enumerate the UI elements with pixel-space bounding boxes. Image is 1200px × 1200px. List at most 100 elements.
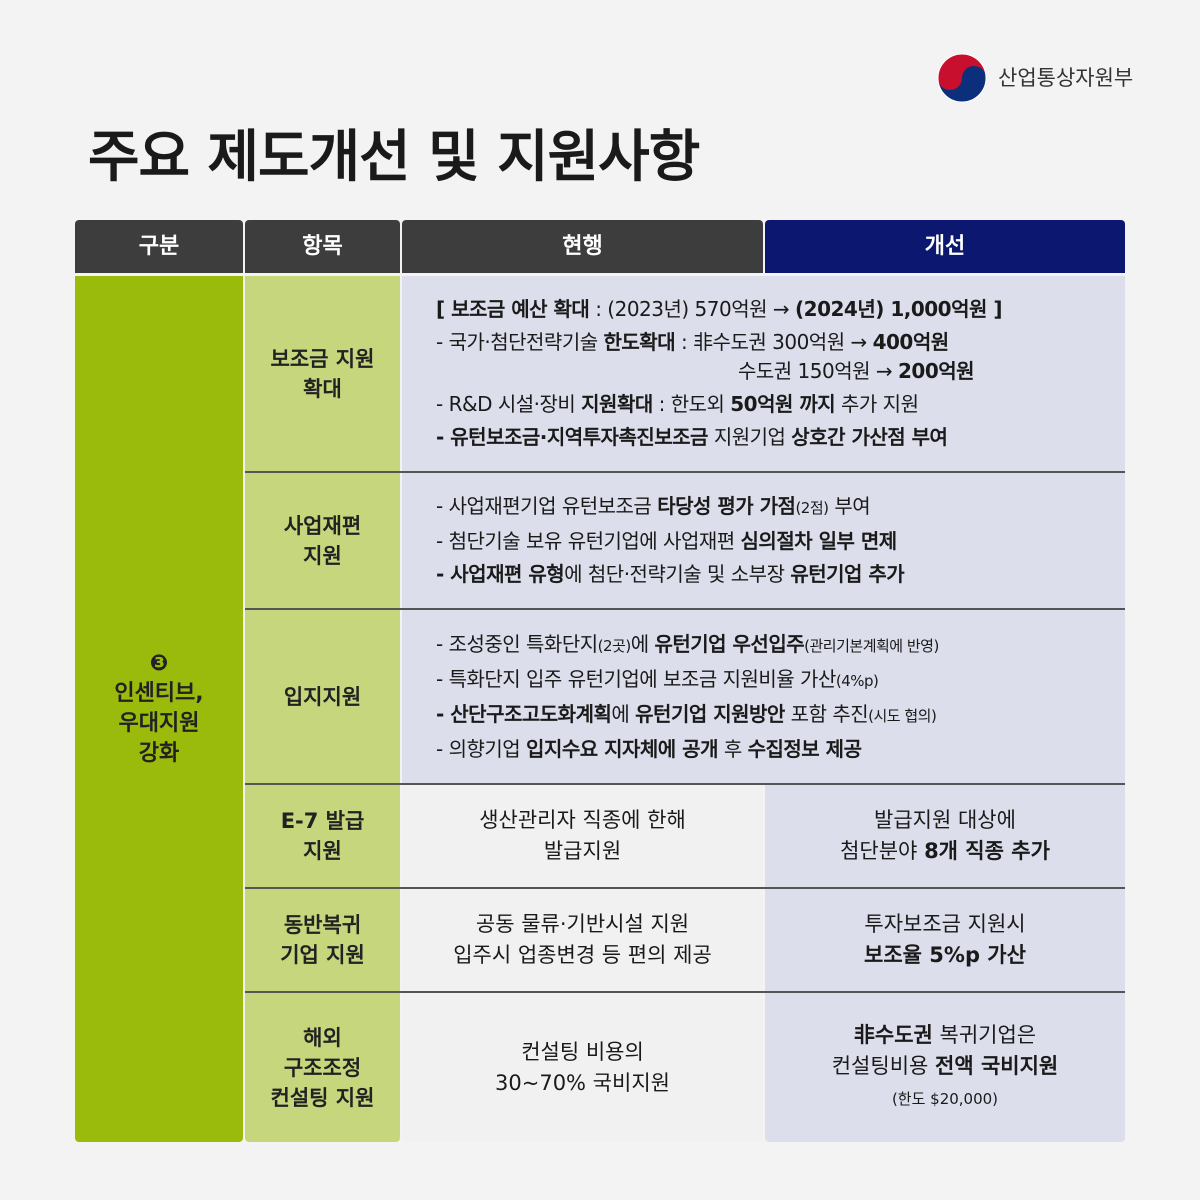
improved-cell: 발급지원 대상에 첨단분야 8개 직종 추가 [765, 785, 1125, 887]
merged-cell: - 조성중인 특화단지(2곳)에 유턴기업 우선입주(관리기본계획에 반영) - … [402, 610, 1125, 783]
text-line: - 첨단기술 보유 유턴기업에 사업재편 심의절차 일부 면제 [436, 525, 897, 558]
item-cell: 사업재편 지원 [245, 473, 400, 608]
improved-cell: 非수도권 복귀기업은 컨설팅비용 전액 국비지원 (한도 $20,000) [765, 993, 1125, 1142]
text-line: - 사업재편 유형에 첨단·전략기술 및 소부장 유턴기업 추가 [436, 558, 905, 591]
text-line: - R&D 시설·장비 지원확대 : 한도외 50억원 까지 추가 지원 [436, 388, 919, 421]
text-line: 컨설팅 비용의 [521, 1037, 644, 1068]
column-header: 개선 [765, 220, 1125, 273]
text-line: 컨설팅비용 전액 국비지원 [832, 1051, 1059, 1082]
text-line: - 조성중인 특화단지(2곳)에 유턴기업 우선입주(관리기본계획에 반영) [436, 628, 939, 663]
text-segment: 컨설팅 비용의 [521, 1039, 644, 1064]
text-segment: - 조성중인 특화단지 [436, 631, 598, 656]
text-segment: 8개 직종 추가 [924, 839, 1050, 863]
text-line: - 산단구조고도화계획에 유턴기업 지원방안 포함 추진(시도 협의) [436, 698, 937, 733]
text-segment: 생산관리자 직종에 한해 [479, 808, 686, 832]
text-segment: 컨설팅비용 [831, 1054, 936, 1078]
text-line: 생산관리자 직종에 한해 [479, 805, 686, 836]
merged-cell: [ 보조금 예산 확대 : (2023년) 570억원 → (2024년) 1,… [402, 276, 1125, 471]
text-line: 수도권 150억원 → 200억원 [436, 355, 975, 388]
text-segment: 타당성 평가 가점 [657, 494, 796, 518]
text-segment: 에 [611, 701, 636, 726]
text-segment: 포함 추진 [784, 701, 869, 726]
text-segment: (시도 협의) [868, 706, 937, 725]
text-segment: (4%p) [835, 671, 879, 690]
text-line: - 유턴보조금·지역투자촉진보조금 지원기업 상호간 가산점 부여 [436, 421, 948, 454]
text-segment: 지원기업 [707, 425, 792, 449]
row-divider [245, 887, 1125, 889]
item-label: 지원 [303, 543, 342, 568]
text-segment: [ 보조금 예산 확대 [436, 297, 590, 321]
row-divider [245, 608, 1125, 610]
text-segment: 30~70% 국비지원 [495, 1070, 670, 1095]
text-segment: 수도권 150억원 → [738, 359, 899, 383]
row-divider [245, 991, 1125, 993]
text-segment: 非수도권 [853, 1023, 933, 1047]
text-segment: 추가 지원 [835, 392, 919, 416]
text-line: 입주시 업종변경 등 편의 제공 [453, 940, 712, 971]
text-segment: 보조율 5%p 가산 [864, 943, 1026, 967]
text-segment: - 첨단기술 보유 유턴기업에 사업재편 [436, 529, 741, 553]
ministry: 산업통상자원부 [998, 66, 1134, 90]
text-segment: 에 [630, 631, 655, 656]
logo [937, 53, 987, 103]
text-segment: 지원확대 [581, 392, 653, 416]
text-segment: (관리기본계획에 반영) [804, 636, 939, 655]
item-label: 구조조정 [283, 1055, 362, 1080]
text-segment: 한도확대 [603, 330, 676, 354]
item-label: 기업 지원 [280, 943, 365, 967]
text-segment: : 非수도권 300억원 → [675, 330, 873, 354]
text-segment: 50억원 까지 [730, 392, 836, 416]
text-segment: 400억원 [872, 330, 950, 354]
text-segment: 수집정보 제공 [747, 736, 862, 761]
text-segment: - 특화단지 입주 유턴기업에 보조금 지원비율 가산 [436, 666, 836, 691]
text-line: [ 보조금 예산 확대 : (2023년) 570억원 → (2024년) 1,… [436, 293, 1002, 326]
item-label: 지원 [303, 839, 342, 863]
text-line: 투자보조금 지원시 [864, 909, 1025, 940]
text-segment: 투자보조금 지원시 [864, 912, 1026, 936]
row-divider [245, 471, 1125, 473]
column-header: 항목 [245, 220, 400, 273]
row-divider [245, 783, 1125, 785]
item-label: 보조금 지원 [270, 346, 375, 371]
item-label: 컨설팅 지원 [270, 1085, 375, 1110]
item-label: E-7 발급 [280, 809, 365, 833]
text-segment: - 사업재편기업 유턴보조금 [436, 494, 658, 518]
text-segment: (한도 $20,000) [891, 1090, 999, 1108]
text-segment: (2024년) 1,000억원 ] [795, 297, 1002, 321]
text-segment: 전액 국비지원 [935, 1054, 1059, 1078]
text-segment: 후 [717, 736, 748, 761]
text-segment: 발급지원 [543, 839, 622, 863]
title: 주요 제도개선 및 지원사항 [88, 125, 700, 190]
category-number: ❸ [149, 651, 169, 676]
item-label: 확대 [303, 376, 342, 401]
text-line: 30~70% 국비지원 [495, 1068, 670, 1099]
text-line: 非수도권 복귀기업은 [854, 1020, 1036, 1051]
category-label: 강화 [138, 741, 180, 766]
category-cell: ❸ 인센티브, 우대지원 강화 [75, 276, 243, 1142]
text-line: (한도 $20,000) [892, 1082, 998, 1115]
text-segment: 유턴기업 추가 [790, 562, 905, 586]
item-cell: 입지지원 [245, 610, 400, 783]
text-line: 공동 물류·기반시설 지원 [476, 909, 689, 940]
text-line: - 사업재편기업 유턴보조금 타당성 평가 가점(2점) 부여 [436, 490, 871, 525]
column-header: 현행 [402, 220, 763, 273]
text-segment: - R&D 시설·장비 [436, 392, 582, 416]
text-segment: 유턴기업 지원방안 [635, 701, 785, 726]
category-label: 우대지원 [118, 711, 200, 736]
text-segment: 공동 물류·기반시설 지원 [475, 912, 690, 936]
text-segment: 부여 [828, 494, 871, 518]
text-line: 발급지원 대상에 [874, 805, 1016, 836]
text-segment: : 한도외 [652, 392, 731, 416]
text-segment: 에 첨단·전략기술 및 소부장 [564, 562, 791, 586]
text-segment: 발급지원 대상에 [874, 808, 1016, 832]
text-line: 보조율 5%p 가산 [864, 940, 1026, 971]
text-segment: 200억원 [898, 359, 975, 383]
text-segment: 입주시 업종변경 등 편의 제공 [453, 943, 712, 967]
item-label: 입지지원 [283, 684, 362, 709]
item-label: 동반복귀 [283, 913, 362, 937]
